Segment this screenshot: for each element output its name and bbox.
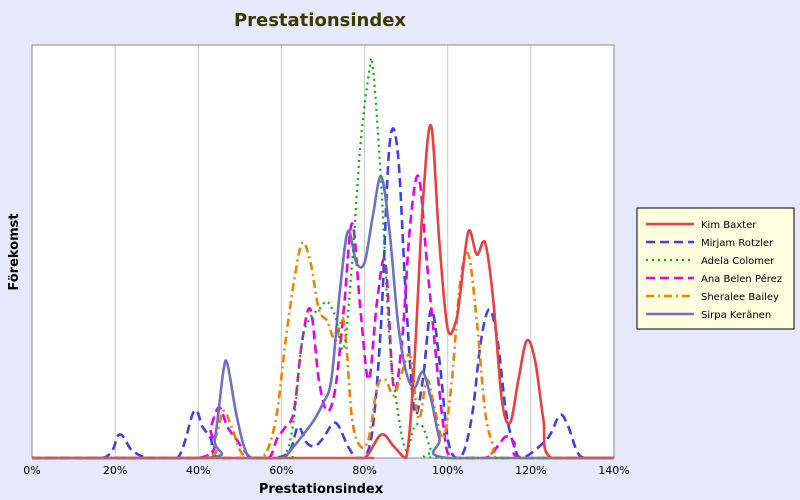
legend-label: Sheralee Bailey — [701, 292, 779, 303]
x-tick-label: 0% — [23, 464, 40, 477]
x-tick-label: 40% — [186, 464, 210, 477]
plot-border — [31, 44, 615, 459]
x-tick-label: 80% — [352, 464, 376, 477]
x-tick-label: 60% — [269, 464, 293, 477]
y-axis-title: Förekomst — [7, 213, 22, 290]
chart-title: Prestationsindex — [234, 10, 406, 31]
series-line-1 — [31, 127, 614, 460]
x-tick-label: 140% — [598, 464, 629, 477]
series-line-2 — [31, 56, 614, 460]
legend-label: Mirjam Rotzler — [701, 238, 774, 249]
x-tick-label: 100% — [432, 464, 463, 477]
x-tick-label: 120% — [515, 464, 546, 477]
tick-layer: 0% 20% 40% 60% 80% 100% 120% 140% — [23, 464, 629, 477]
legend: Kim Baxter Mirjam Rotzler Adela Colomer Ana… — [636, 207, 795, 330]
series-line-5 — [31, 175, 614, 460]
plot-area — [32, 45, 614, 458]
series-line-0 — [31, 123, 614, 460]
legend-label: Sirpa Keränen — [701, 310, 771, 321]
x-axis-title: Prestationsindex — [259, 482, 384, 497]
x-tick-label: 20% — [103, 464, 127, 477]
legend-label: Adela Colomer — [701, 256, 775, 267]
legend-label: Ana Belen Pérez — [701, 273, 782, 285]
legend-label: Kim Baxter — [701, 220, 757, 231]
legend-box — [636, 207, 795, 330]
